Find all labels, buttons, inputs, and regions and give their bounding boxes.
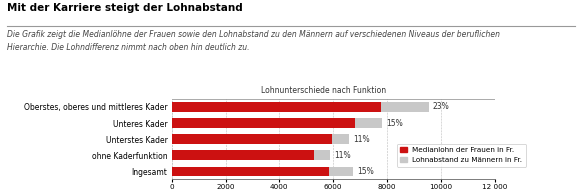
Bar: [172, 151, 314, 160]
Legend: Medianlohn der Frauen in Fr., Lohnabstand zu Männern in Fr.: Medianlohn der Frauen in Fr., Lohnabstan…: [396, 144, 526, 167]
Bar: [172, 102, 381, 112]
Text: Lohnunterschiede nach Funktion: Lohnunterschiede nach Funktion: [261, 86, 386, 95]
Bar: [172, 102, 428, 112]
Text: 15%: 15%: [357, 167, 374, 176]
Bar: [172, 134, 349, 144]
Text: Mit der Karriere steigt der Lohnabstand: Mit der Karriere steigt der Lohnabstand: [7, 3, 243, 13]
Text: 23%: 23%: [432, 102, 449, 112]
Bar: [172, 118, 382, 128]
Text: 15%: 15%: [386, 119, 403, 128]
Bar: [172, 134, 332, 144]
Bar: [172, 118, 355, 128]
Text: Die Grafik zeigt die Medianlöhne der Frauen sowie den Lohnabstand zu den Männern: Die Grafik zeigt die Medianlöhne der Fra…: [7, 30, 500, 52]
Bar: [172, 151, 330, 160]
Bar: [172, 167, 353, 176]
Text: 11%: 11%: [353, 135, 370, 144]
Text: 11%: 11%: [334, 151, 351, 160]
Bar: [172, 167, 329, 176]
